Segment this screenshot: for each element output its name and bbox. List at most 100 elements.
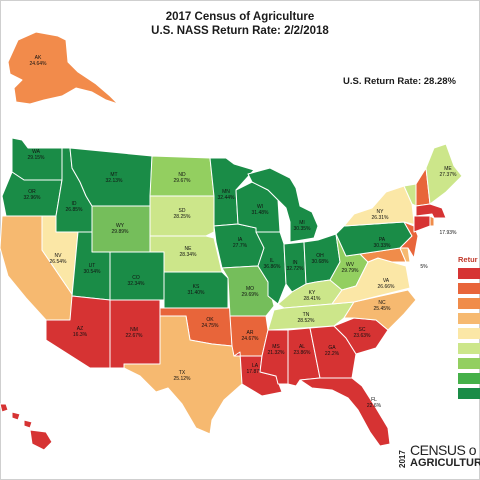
state-abbr-label: MO	[246, 286, 254, 292]
state-shape	[299, 377, 391, 447]
state-rate-label: 27.37%	[440, 172, 458, 178]
state-abbr-label: MN	[222, 189, 230, 195]
state-SD: SD 28.25%	[149, 195, 215, 237]
legend-swatch	[458, 313, 480, 324]
state-rate-label: 28.34%	[180, 252, 198, 258]
state-abbr-label: IL	[270, 258, 274, 264]
census-logo: 2017 CENSUS o AGRICULTURE	[398, 438, 480, 474]
us-return-rate: U.S. Return Rate: 28.28%	[343, 76, 456, 87]
state-IL: IL 36.86%	[255, 231, 287, 305]
state-abbr-label: AL	[299, 344, 305, 350]
state-abbr-label: ID	[72, 201, 77, 207]
state-rate-label: 31.40%	[188, 290, 206, 296]
state-rate-label: 17.87%	[247, 369, 265, 375]
state-rate-label: 30.33%	[374, 243, 392, 249]
state-abbr-label: KY	[309, 290, 316, 296]
state-AR: AR 24.67%	[229, 315, 269, 357]
state-rate-label: 23.63%	[354, 333, 372, 339]
state-rate-label: 24.64%	[30, 61, 48, 67]
state-abbr-label: OK	[206, 317, 214, 323]
state-rate-label: 27.7%	[233, 243, 248, 249]
state-rate-label: 23.86%	[294, 350, 312, 356]
state-abbr-label: UT	[89, 263, 96, 269]
legend-swatch	[458, 343, 480, 354]
state-abbr-label: NV	[55, 253, 63, 259]
state-shape	[149, 195, 215, 237]
state-rate-label: 16.3%	[73, 332, 88, 338]
state-WA: WA 29.15%	[11, 137, 63, 181]
state-HI	[0, 403, 53, 451]
state-abbr-label: WV	[346, 262, 355, 268]
state-WY: WY 29.89%	[91, 205, 151, 253]
state-shape	[331, 257, 411, 305]
state-abbr-label: MI	[299, 220, 305, 226]
state-rate-label: 29.15%	[28, 155, 46, 161]
state-shape	[23, 419, 33, 429]
state-shape	[413, 215, 431, 233]
legend-swatch	[458, 283, 480, 294]
state-abbr-label: AZ	[77, 326, 83, 332]
state-rate-label: 32.34%	[128, 281, 146, 287]
state-rate-label: 31.48%	[252, 210, 270, 216]
state-shape	[29, 429, 53, 451]
state-shape	[255, 231, 287, 305]
legend-swatch	[458, 373, 480, 384]
title-line-2: U.S. NASS Return Rate: 2/2/2018	[151, 25, 329, 37]
state-rate-label: 32.96%	[24, 195, 42, 201]
legend-swatch	[458, 358, 480, 369]
title-line-1: 2017 Census of Agriculture	[165, 11, 315, 23]
state-abbr-label: WA	[32, 149, 41, 155]
state-rate-label: 28.52%	[298, 318, 316, 324]
state-abbr-label: CO	[132, 275, 140, 281]
state-abbr-label: NY	[377, 209, 385, 215]
state-CT: 17.93%	[413, 215, 457, 236]
state-shape	[11, 411, 21, 421]
state-KS: KS 31.40%	[163, 271, 229, 309]
state-rate-label: 29.67%	[174, 178, 192, 184]
logo-line-1: CENSUS o	[410, 442, 477, 458]
state-rate-label: 30.35%	[294, 226, 312, 232]
legend-swatch	[458, 388, 480, 399]
state-rate-label: 30.54%	[84, 269, 102, 275]
state-abbr-label: AK	[35, 55, 42, 61]
state-rate-label: 22.67%	[126, 333, 144, 339]
state-abbr-label: KS	[193, 284, 200, 290]
state-abbr-label: VA	[383, 278, 390, 284]
state-rate-label: 26.85%	[66, 207, 84, 213]
state-FL: FL 22.6%	[299, 377, 391, 447]
state-rate-label: 30.68%	[312, 259, 330, 265]
state-VA: VA 26.66%	[331, 257, 411, 305]
state-OR: OR 32.96%	[1, 171, 63, 217]
state-rate-label: 26.31%	[372, 215, 390, 221]
state-abbr-label: TN	[303, 312, 310, 318]
state-abbr-label: AR	[247, 330, 254, 336]
state-abbr-label: GA	[328, 345, 336, 351]
state-rate-label: 22.6%	[367, 403, 382, 409]
state-AK: AK 24.64%	[7, 31, 119, 105]
state-NE: NE 28.34%	[149, 235, 223, 273]
state-abbr-label: FL	[371, 397, 377, 403]
state-shape	[0, 403, 9, 413]
logo-line-2: AGRICULTURE	[410, 457, 480, 469]
state-ME: ME 27.37%	[425, 143, 463, 205]
state-rate-label: 26.54%	[50, 259, 68, 265]
state-rate-label: 25.12%	[174, 376, 192, 382]
state-RI	[429, 215, 435, 227]
state-rate-label: 32.44%	[218, 195, 236, 201]
state-NM: NM 22.67%	[109, 299, 161, 369]
state-IN: IN 32.72%	[283, 241, 307, 293]
state-ND: ND 29.67%	[149, 155, 215, 197]
state-rate-label: 25.45%	[374, 306, 392, 312]
state-rate-label: 29.89%	[112, 229, 130, 235]
state-shape	[425, 143, 463, 205]
state-TX: TX 25.12%	[123, 315, 243, 435]
state-rate-label: 22.2%	[325, 351, 340, 357]
state-abbr-label: MS	[272, 344, 280, 350]
legend-swatch	[458, 328, 480, 339]
state-abbr-label: IA	[238, 237, 243, 243]
state-abbr-label: NM	[130, 327, 138, 333]
state-abbr-label: SC	[359, 327, 366, 333]
state-shape	[429, 215, 435, 227]
state-abbr-label: WI	[257, 204, 263, 210]
